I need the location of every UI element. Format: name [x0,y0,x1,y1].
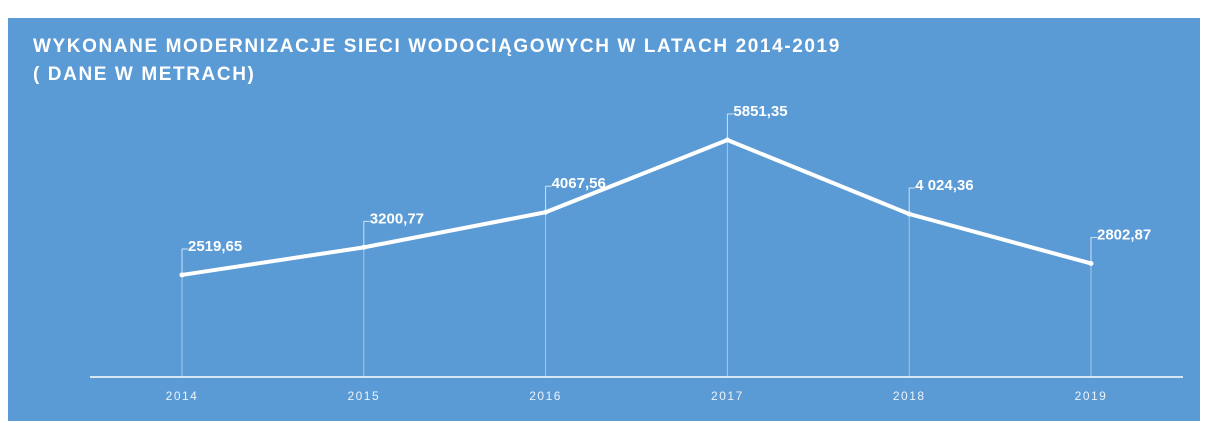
data-label: 3200,77 [370,210,424,227]
data-line [181,138,1092,277]
chart-subtitle: ( DANE W METRACH) [33,64,255,85]
label-leader [908,187,916,214]
label-leader [726,113,734,140]
label-leader [1090,236,1097,264]
x-tick-label: 2018 [893,389,926,403]
x-tick-label: 2014 [166,389,199,403]
data-label: 2802,87 [1097,226,1151,243]
data-label: 5851,35 [733,103,787,120]
x-tick-label: 2019 [1075,389,1108,403]
data-label: 4067,56 [552,175,606,192]
data-label: 2519,65 [188,238,242,255]
x-tick-label: 2015 [347,389,380,403]
label-leader [363,220,370,248]
label-leader [545,185,552,213]
data-label: 4 024,36 [915,177,973,194]
label-leader [181,248,188,275]
chart-title: WYKONANE MODERNIZACJE SIECI WODOCIĄGOWYC… [33,36,841,57]
chart-background [8,18,1200,421]
x-tick-label: 2016 [529,389,562,403]
x-tick-label: 2017 [711,389,744,403]
